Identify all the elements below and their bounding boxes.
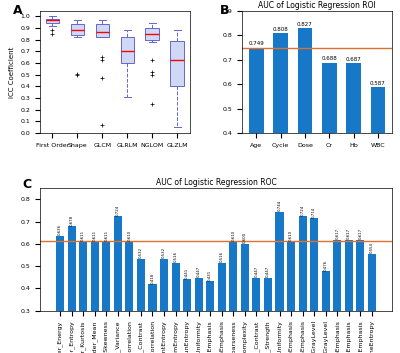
PathPatch shape <box>170 42 184 86</box>
Bar <box>252 278 260 353</box>
Text: 0.447: 0.447 <box>254 266 258 277</box>
Text: 0.532: 0.532 <box>162 247 166 258</box>
Bar <box>345 240 353 353</box>
Text: 0.617: 0.617 <box>358 228 362 239</box>
Text: 0.724: 0.724 <box>301 204 305 216</box>
Bar <box>368 254 376 353</box>
Title: AUC of Logistic Regression ROC: AUC of Logistic Regression ROC <box>156 178 276 187</box>
PathPatch shape <box>70 24 84 35</box>
Text: C: C <box>22 178 32 191</box>
Bar <box>264 278 272 353</box>
Text: 0.447: 0.447 <box>197 266 201 277</box>
Bar <box>298 216 307 353</box>
Text: 0.476: 0.476 <box>324 260 328 271</box>
Bar <box>249 48 264 231</box>
Bar <box>206 281 214 353</box>
Bar <box>125 241 134 353</box>
Bar <box>114 216 122 353</box>
Text: 0.744: 0.744 <box>278 200 282 211</box>
Text: 0.441: 0.441 <box>185 267 189 279</box>
Text: 0.610: 0.610 <box>127 230 131 241</box>
Bar <box>68 227 76 353</box>
Title: AUC of Logistic Regression ROI: AUC of Logistic Regression ROI <box>258 1 376 10</box>
Text: 0.827: 0.827 <box>297 22 313 27</box>
Bar <box>79 241 87 353</box>
Bar <box>322 62 336 231</box>
Text: B: B <box>220 5 229 17</box>
Bar <box>91 241 99 353</box>
Bar <box>183 279 191 353</box>
Text: 0.617: 0.617 <box>335 228 339 239</box>
Text: 0.714: 0.714 <box>312 207 316 218</box>
Text: 0.749: 0.749 <box>248 41 264 46</box>
PathPatch shape <box>46 19 59 23</box>
Bar <box>148 285 156 353</box>
Text: 0.587: 0.587 <box>370 81 386 86</box>
Bar <box>356 240 364 353</box>
Text: 0.636: 0.636 <box>58 224 62 235</box>
Bar <box>310 219 318 353</box>
Text: 0.532: 0.532 <box>139 247 143 258</box>
Bar <box>322 271 330 353</box>
Text: 0.611: 0.611 <box>93 229 97 241</box>
Bar <box>172 263 180 353</box>
Bar <box>218 263 226 353</box>
Text: 0.600: 0.600 <box>243 232 247 243</box>
Bar <box>273 33 288 231</box>
Text: 0.610: 0.610 <box>289 230 293 241</box>
Text: 0.516: 0.516 <box>220 251 224 262</box>
Text: 0.418: 0.418 <box>150 273 154 284</box>
Bar <box>276 212 284 353</box>
Bar <box>346 63 361 231</box>
Text: 0.447: 0.447 <box>266 266 270 277</box>
Bar <box>102 241 110 353</box>
Text: A: A <box>13 5 23 17</box>
Text: 0.808: 0.808 <box>273 27 288 32</box>
Text: 0.554: 0.554 <box>370 243 374 253</box>
Bar <box>160 259 168 353</box>
PathPatch shape <box>146 28 159 40</box>
Bar <box>241 244 249 353</box>
Text: 0.724: 0.724 <box>116 204 120 216</box>
Bar <box>195 278 203 353</box>
Bar <box>371 87 385 231</box>
Bar <box>333 240 341 353</box>
Bar <box>56 236 64 353</box>
Text: 0.611: 0.611 <box>104 229 108 241</box>
Text: 0.688: 0.688 <box>321 56 337 61</box>
Text: 0.611: 0.611 <box>81 229 85 241</box>
Text: 0.617: 0.617 <box>347 228 351 239</box>
Y-axis label: ICC Coefficient: ICC Coefficient <box>9 46 15 97</box>
Text: 0.610: 0.610 <box>231 230 235 241</box>
Text: 0.431: 0.431 <box>208 270 212 281</box>
PathPatch shape <box>96 24 109 37</box>
PathPatch shape <box>120 37 134 63</box>
Bar <box>229 241 237 353</box>
Text: 0.687: 0.687 <box>346 56 362 61</box>
Text: 0.516: 0.516 <box>174 251 178 262</box>
Bar <box>298 29 312 231</box>
Text: 0.678: 0.678 <box>70 215 74 226</box>
Bar <box>287 241 295 353</box>
Bar <box>137 259 145 353</box>
